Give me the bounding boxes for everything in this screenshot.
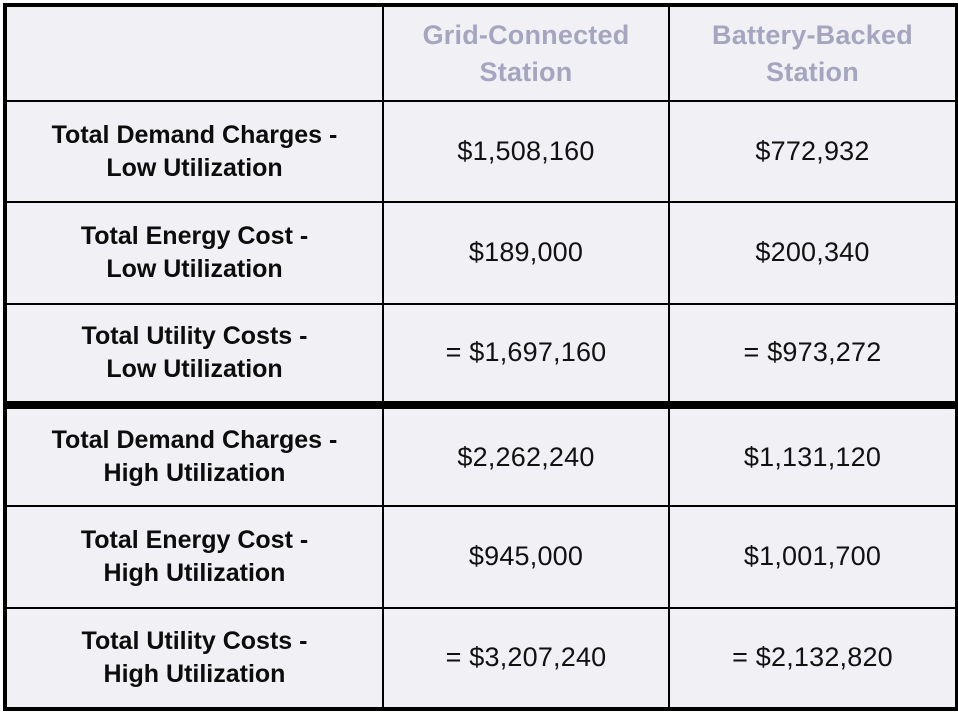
value-battery-demand-high: $1,131,120 bbox=[668, 400, 958, 508]
value-battery-utility-high: = $2,132,820 bbox=[668, 606, 958, 711]
table-row-utility-high: Total Utility Costs - High Utilization = … bbox=[4, 606, 958, 711]
value-grid-demand-high: $2,262,240 bbox=[382, 400, 670, 508]
row-label-line2: High Utilization bbox=[103, 459, 286, 488]
value-battery-energy-low: $200,340 bbox=[668, 201, 958, 305]
value-grid-utility-high: = $3,207,240 bbox=[382, 606, 670, 711]
corner-cell bbox=[4, 4, 384, 102]
row-label-line1: Total Energy Cost - bbox=[80, 221, 309, 250]
row-label-line1: Total Utility Costs - bbox=[81, 321, 308, 350]
header-row: Grid-Connected Station Battery-Backed St… bbox=[4, 4, 958, 102]
value-grid-energy-low: $189,000 bbox=[382, 201, 670, 305]
row-label-energy-high: Total Energy Cost - High Utilization bbox=[4, 505, 384, 609]
row-label-line2: Low Utilization bbox=[106, 354, 283, 383]
value-battery-utility-low: = $973,272 bbox=[668, 302, 958, 406]
value-battery-demand-low: $772,932 bbox=[668, 99, 958, 204]
row-label-energy-low: Total Energy Cost - Low Utilization bbox=[4, 201, 384, 305]
col-header-battery-backed: Battery-Backed Station bbox=[668, 4, 958, 102]
row-label-line2: Low Utilization bbox=[106, 153, 283, 182]
value-grid-energy-high: $945,000 bbox=[382, 505, 670, 609]
value-battery-energy-high: $1,001,700 bbox=[668, 505, 958, 609]
row-label-line2: High Utilization bbox=[103, 558, 286, 587]
row-label-demand-high: Total Demand Charges - High Utilization bbox=[4, 400, 384, 508]
table-row-energy-high: Total Energy Cost - High Utilization $945… bbox=[4, 505, 958, 609]
row-label-line1: Total Utility Costs - bbox=[81, 626, 308, 655]
row-label-line1: Total Demand Charges - bbox=[51, 120, 338, 149]
row-label-line1: Total Demand Charges - bbox=[51, 426, 338, 455]
table-row-utility-low: Total Utility Costs - Low Utilization = $… bbox=[4, 302, 958, 406]
row-label-line2: Low Utilization bbox=[106, 254, 283, 283]
table-row-demand-low: Total Demand Charges - Low Utilization $1… bbox=[4, 99, 958, 204]
value-grid-demand-low: $1,508,160 bbox=[382, 99, 670, 204]
table-row-demand-high: Total Demand Charges - High Utilization $… bbox=[4, 400, 958, 508]
row-label-line1: Total Energy Cost - bbox=[80, 525, 309, 554]
value-grid-utility-low: = $1,697,160 bbox=[382, 302, 670, 406]
row-label-demand-low: Total Demand Charges - Low Utilization bbox=[4, 99, 384, 204]
row-label-utility-high: Total Utility Costs - High Utilization bbox=[4, 606, 384, 711]
row-label-utility-low: Total Utility Costs - Low Utilization bbox=[4, 302, 384, 406]
table-row-energy-low: Total Energy Cost - Low Utilization $189,… bbox=[4, 201, 958, 305]
row-label-line2: High Utilization bbox=[103, 659, 286, 688]
cost-comparison-table: Grid-Connected Station Battery-Backed St… bbox=[3, 3, 958, 711]
col-header-grid-connected: Grid-Connected Station bbox=[382, 4, 670, 102]
